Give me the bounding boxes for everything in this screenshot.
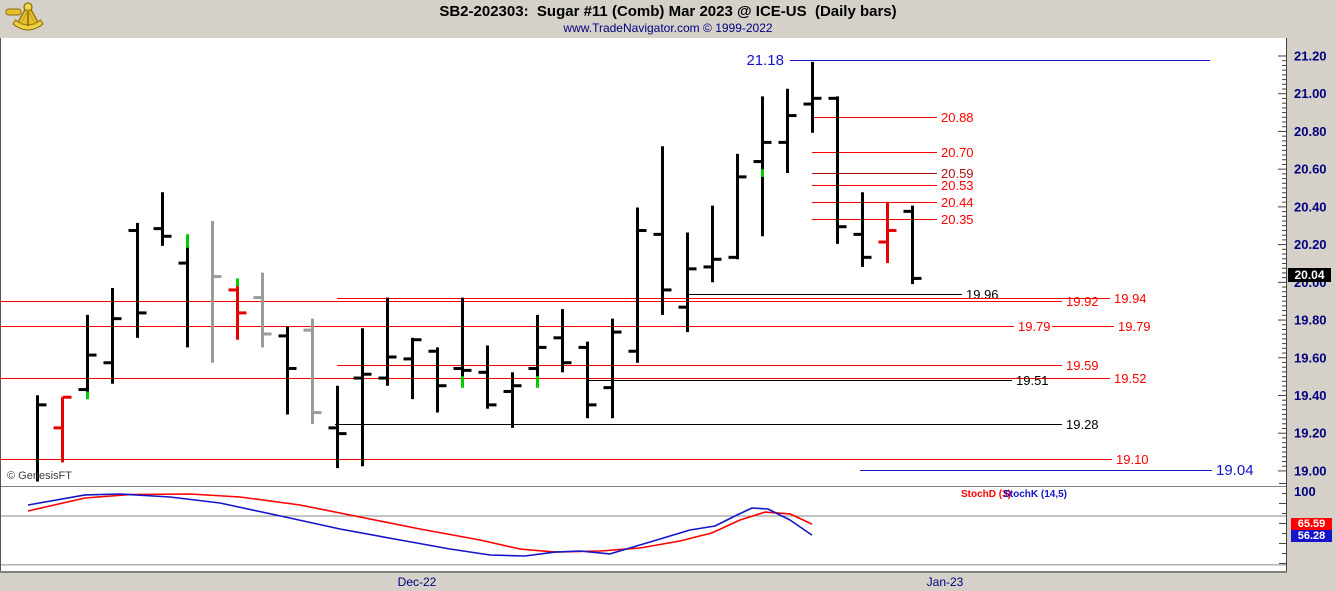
trendline-label: 20.88: [941, 110, 974, 125]
price-axis-label: 20.40: [1294, 199, 1327, 214]
stochd-label: StochD (3): [961, 489, 1011, 500]
trendline-label: 19.52: [1114, 371, 1147, 386]
trendline-label: 19.96: [966, 287, 999, 302]
stochk-value-box: 56.28: [1291, 530, 1332, 542]
trendline-label: 21.18: [746, 52, 784, 69]
genesis-watermark: © GenesisFT: [7, 470, 72, 482]
date-label-jan: Jan-23: [926, 575, 964, 589]
chart-subtitle: www.TradeNavigator.com © 1999-2022: [563, 21, 773, 35]
stoch-axis-label: 100: [1294, 484, 1316, 499]
trendline-label: 20.53: [941, 178, 974, 193]
trendline-label: 20.35: [941, 212, 974, 227]
date-label-dec: Dec-22: [397, 575, 437, 589]
last-price-box: 20.04: [1288, 268, 1331, 282]
price-axis-label: 21.00: [1294, 86, 1327, 101]
trendline-label: 19.94: [1114, 291, 1147, 306]
trendline-label: 20.59: [941, 166, 974, 181]
trendline-label: 19.04: [1216, 462, 1254, 479]
price-axis-label: 21.20: [1294, 49, 1327, 64]
trendline-label: 19.79: [1018, 319, 1051, 334]
price-axis-label: 19.80: [1294, 313, 1327, 328]
price-axis-strip[interactable]: [1287, 38, 1336, 591]
trendline-label: 19.92: [1066, 294, 1099, 309]
stochk-label: StochK (14,5): [1003, 489, 1067, 500]
stochd-value-box: 65.59: [1291, 518, 1332, 530]
price-axis-label: 19.60: [1294, 350, 1327, 365]
price-axis-label: 19.20: [1294, 426, 1327, 441]
trendline-label: 20.44: [941, 195, 974, 210]
price-axis-label: 20.20: [1294, 237, 1327, 252]
trendline-label: 19.59: [1066, 358, 1099, 373]
date-axis[interactable]: Dec-22 Jan-23: [0, 571, 1287, 591]
trendline-label: 19.28: [1066, 417, 1099, 432]
chart-title: SB2-202303: Sugar #11 (Comb) Mar 2023 @ …: [439, 3, 897, 20]
price-axis-label: 20.60: [1294, 162, 1327, 177]
trendline-label: 19.10: [1116, 452, 1149, 467]
trendline-label: 19.79: [1118, 319, 1151, 334]
trendline-label: 19.51: [1016, 373, 1049, 388]
price-axis-label: 19.00: [1294, 463, 1327, 478]
header: SB2-202303: Sugar #11 (Comb) Mar 2023 @ …: [0, 0, 1336, 38]
price-axis-label: 19.40: [1294, 388, 1327, 403]
stochk-curve: [27, 493, 813, 557]
stochd-curve: [27, 493, 813, 553]
price-axis-label: 20.80: [1294, 124, 1327, 139]
genesis-logo-icon[interactable]: [4, 1, 52, 37]
trendline-label: 20.70: [941, 145, 974, 160]
